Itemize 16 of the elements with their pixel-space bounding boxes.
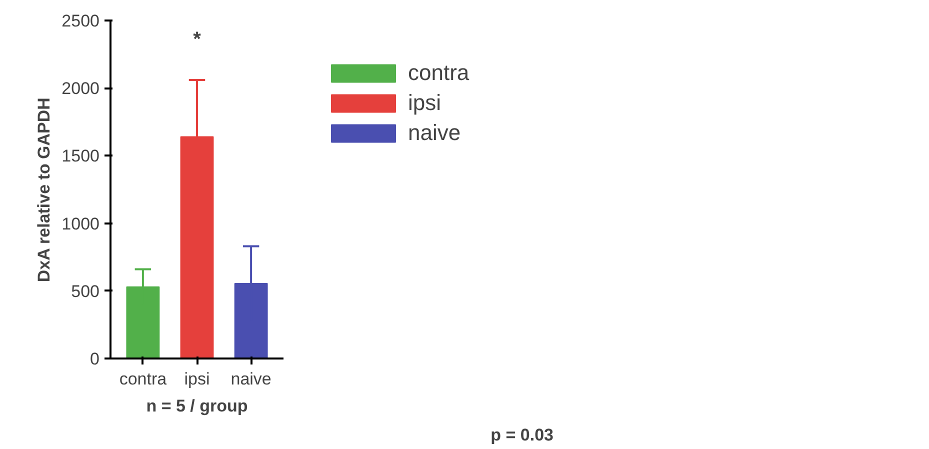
text: p = 0.03	[490, 426, 554, 444]
y-tick-label: 1500	[62, 146, 100, 166]
annotation: *	[193, 28, 202, 50]
x-tick-label: naive	[230, 370, 272, 388]
y-axis-title: DxA relative to GAPDH	[34, 98, 54, 282]
legend-label: naive	[408, 120, 461, 146]
x-tick-label: ipsi	[184, 370, 210, 388]
y-tick-label: 500	[71, 282, 100, 301]
y-tick-label: 1000	[62, 214, 100, 234]
y-tick-label: 2000	[62, 79, 100, 98]
x-tick-label: contra	[119, 370, 168, 388]
y-tick-label: 0	[90, 350, 100, 368]
legend-label: ipsi	[408, 90, 442, 116]
y-tick-label: 2500	[62, 12, 100, 30]
legend-label: contra	[408, 60, 470, 86]
x-axis-title: n = 5 / group	[146, 396, 248, 416]
